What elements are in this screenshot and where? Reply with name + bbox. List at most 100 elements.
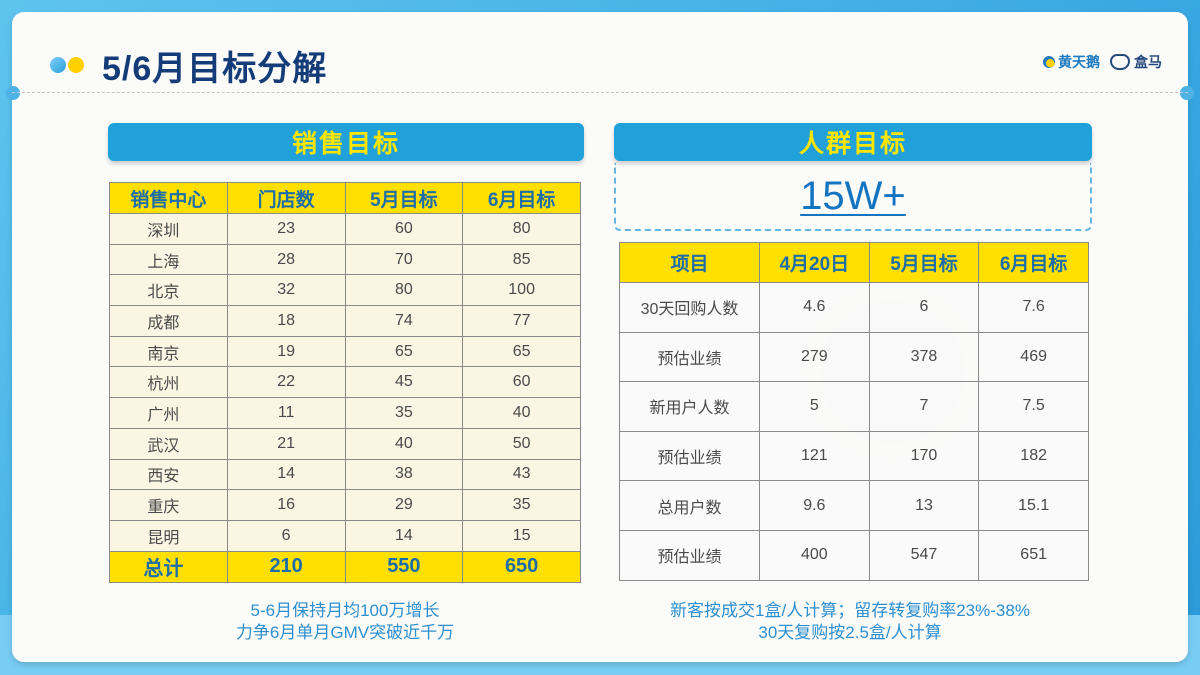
cell-may: 378 [868,331,980,383]
table-row: 预估业绩 400 547 651 [619,529,1089,581]
table-row: 昆明 6 14 15 [109,519,581,552]
table-header-row: 项目 4月20日 5月目标 6月目标 [619,242,1089,283]
cell-may: 29 [344,489,464,521]
cell-may: 14 [344,519,464,552]
cell-center: 上海 [109,243,228,276]
cell-stores: 21 [226,427,346,460]
sales-note-line: 5-6月保持月均100万增长 [250,601,440,620]
cell-stores: 6 [226,519,346,552]
table-row: 上海 28 70 85 [109,243,581,276]
column-header: 项目 [619,242,760,283]
crowd-note-line: 新客按成交1盒/人计算；留存转复购率23%-38% [670,601,1030,620]
cell-stores: 22 [226,366,346,399]
sales-section-banner: 销售目标 [108,123,584,161]
cell-june: 43 [462,458,581,491]
total-label: 总计 [109,550,228,583]
sales-target-table: 销售中心 门店数 5月目标 6月目标 深圳 23 60 80 上海 28 70 … [109,182,581,583]
cell-june: 469 [978,331,1089,383]
cell-may: 13 [868,480,980,531]
cell-center: 成都 [109,305,228,337]
logo-hema-text: 盒马 [1134,54,1162,70]
cell-may: 65 [344,335,464,368]
cell-june: 7.6 [978,282,1089,333]
table-row: 南京 19 65 65 [109,335,581,368]
cell-item: 预估业绩 [619,331,760,383]
total-june: 650 [462,550,581,583]
cell-center: 昆明 [109,519,228,552]
cell-center: 深圳 [109,213,228,245]
cell-june: 60 [462,366,581,399]
total-may: 550 [344,550,464,583]
cell-june: 7.5 [978,381,1089,432]
cell-center: 武汉 [109,427,228,460]
crowd-section-banner: 人群目标 [614,123,1092,161]
table-row: 成都 18 74 77 [109,305,581,337]
cell-may: 38 [344,458,464,491]
blue-dot-icon [50,57,66,73]
yellow-dot-icon [68,57,84,73]
swan-logo-icon [1043,56,1055,68]
table-row: 杭州 22 45 60 [109,366,581,399]
cell-apr20: 279 [759,331,870,383]
column-header: 门店数 [226,182,346,214]
column-header: 5月目标 [868,242,980,283]
logo-huangtiane: 黄天鹅 [1043,52,1100,72]
cell-june: 35 [462,489,581,521]
cell-june: 15 [462,519,581,552]
cell-center: 西安 [109,458,228,491]
cell-may: 40 [344,427,464,460]
table-row: 预估业绩 279 378 469 [619,331,1089,383]
cell-june: 40 [462,397,581,429]
column-header: 6月目标 [462,182,581,214]
cell-center: 杭州 [109,366,228,399]
cell-item: 预估业绩 [619,430,760,482]
column-header: 5月目标 [344,182,464,214]
cell-may: 547 [868,529,980,581]
cell-stores: 11 [226,397,346,429]
slide-header: 5/6月目标分解 [50,40,327,90]
cell-stores: 19 [226,335,346,368]
cell-apr20: 121 [759,430,870,482]
cell-apr20: 9.6 [759,480,870,531]
cell-may: 45 [344,366,464,399]
decor-dot-left [6,86,20,100]
cell-center: 广州 [109,397,228,429]
hippo-logo-icon [1110,54,1130,70]
cell-item: 总用户数 [619,480,760,531]
cell-stores: 28 [226,243,346,276]
cell-june: 182 [978,430,1089,482]
cell-stores: 23 [226,213,346,245]
table-row: 广州 11 35 40 [109,397,581,429]
cell-stores: 32 [226,274,346,307]
logo-huangtiane-text: 黄天鹅 [1058,54,1100,70]
cell-apr20: 4.6 [759,282,870,333]
table-row: 总用户数 9.6 13 15.1 [619,480,1089,531]
table-row: 30天回购人数 4.6 6 7.6 [619,282,1089,333]
brand-logos: 黄天鹅 盒马 [1043,52,1162,72]
title-dots-icon [50,57,84,73]
column-header: 4月20日 [759,242,870,283]
table-header-row: 销售中心 门店数 5月目标 6月目标 [109,182,581,214]
header-divider [12,92,1188,93]
total-row: 总计 210 550 650 [109,550,581,583]
cell-may: 35 [344,397,464,429]
table-row: 武汉 21 40 50 [109,427,581,460]
cell-may: 60 [344,213,464,245]
cell-center: 北京 [109,274,228,307]
crowd-headline-box: 15W+ [614,163,1092,231]
cell-apr20: 400 [759,529,870,581]
table-row: 重庆 16 29 35 [109,489,581,521]
cell-june: 15.1 [978,480,1089,531]
cell-may: 7 [868,381,980,432]
sales-note-line: 力争6月单月GMV突破近千万 [235,623,455,642]
crowd-headline-value: 15W+ [800,173,906,218]
cell-stores: 16 [226,489,346,521]
cell-item: 30天回购人数 [619,282,760,333]
cell-item: 新用户人数 [619,381,760,432]
sales-notes: 5-6月保持月均100万增长 力争6月单月GMV突破近千万 [110,600,580,644]
table-row: 北京 32 80 100 [109,274,581,307]
cell-stores: 18 [226,305,346,337]
table-row: 深圳 23 60 80 [109,213,581,245]
table-row: 新用户人数 5 7 7.5 [619,381,1089,432]
cell-june: 77 [462,305,581,337]
